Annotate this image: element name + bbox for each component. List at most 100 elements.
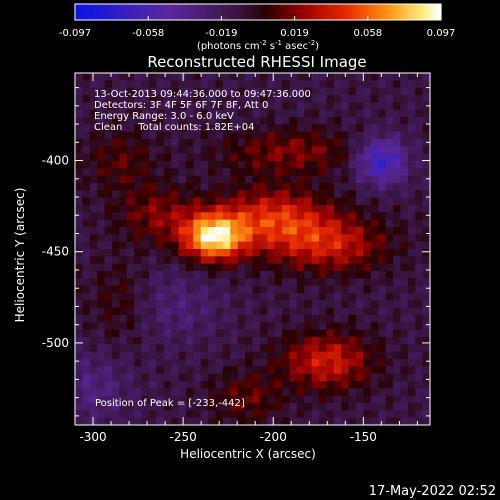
heatmap-cell	[400, 417, 409, 426]
heatmap-cell	[289, 263, 298, 272]
heatmap-cell	[215, 366, 224, 375]
heatmap-cell	[393, 322, 401, 331]
heatmap-cell	[208, 381, 217, 389]
heatmap-cell	[237, 190, 246, 199]
heatmap-cell	[148, 190, 157, 199]
heatmap-cell	[274, 417, 283, 426]
heatmap-cell	[393, 80, 401, 89]
heatmap-cell	[200, 395, 209, 404]
heatmap-cell	[393, 271, 401, 279]
heatmap-cell	[296, 337, 305, 345]
heatmap-cell	[385, 190, 394, 199]
heatmap-cell	[296, 190, 305, 199]
heatmap-cell	[237, 403, 246, 411]
heatmap-cell	[111, 183, 120, 191]
heatmap-cell	[319, 351, 327, 360]
heatmap-cell	[319, 388, 327, 397]
heatmap-cell	[141, 124, 150, 133]
heatmap-cell	[104, 329, 113, 338]
heatmap-cell	[400, 351, 409, 360]
heatmap-cell	[141, 373, 150, 382]
colorbar-segment	[139, 4, 143, 20]
heatmap-cell	[393, 219, 401, 228]
heatmap-cell	[82, 271, 91, 279]
heatmap-cell	[252, 219, 261, 228]
heatmap-cell	[267, 293, 276, 301]
heatmap-cell	[370, 307, 379, 316]
heatmap-cell	[363, 212, 372, 221]
heatmap-cell	[304, 373, 313, 382]
heatmap-cell	[104, 381, 113, 389]
heatmap-cell	[282, 285, 290, 294]
heatmap-cell	[119, 403, 128, 411]
heatmap-cell	[415, 366, 424, 375]
heatmap-cell	[326, 388, 335, 397]
heatmap-cell	[97, 139, 106, 147]
heatmap-cell	[422, 249, 431, 257]
heatmap-cell	[319, 256, 327, 265]
heatmap-cell	[348, 263, 357, 272]
heatmap-cell	[385, 80, 394, 89]
heatmap-cell	[333, 102, 342, 111]
heatmap-cell	[82, 80, 91, 89]
heatmap-cell	[407, 271, 416, 279]
heatmap-cell	[89, 80, 98, 89]
heatmap-cell	[156, 322, 165, 331]
heatmap-cell	[119, 351, 128, 360]
heatmap-cell	[304, 351, 313, 360]
heatmap-cell	[407, 256, 416, 265]
heatmap-cell	[415, 256, 424, 265]
heatmap-cell	[75, 153, 83, 162]
heatmap-cell	[267, 373, 276, 382]
x-tick-label: -250	[170, 430, 197, 444]
heatmap-cell	[230, 359, 239, 367]
heatmap-cell	[400, 190, 409, 199]
heatmap-cell	[89, 388, 98, 397]
heatmap-cell	[400, 373, 409, 382]
heatmap-cell	[296, 212, 305, 221]
heatmap-cell	[385, 410, 394, 419]
colorbar-segment	[102, 4, 107, 20]
heatmap-cell	[237, 197, 246, 206]
heatmap-cell	[378, 124, 387, 133]
heatmap-cell	[304, 117, 313, 125]
heatmap-cell	[185, 300, 194, 309]
heatmap-cell	[378, 241, 387, 250]
heatmap-cell	[326, 337, 335, 345]
heatmap-cell	[356, 131, 364, 140]
heatmap-cell	[82, 117, 91, 125]
heatmap-cell	[370, 337, 379, 345]
heatmap-cell	[111, 381, 120, 389]
heatmap-cell	[393, 109, 401, 118]
heatmap-cell	[178, 212, 187, 221]
heatmap-cell	[230, 205, 239, 213]
heatmap-cell	[326, 373, 335, 382]
heatmap-cell	[319, 95, 327, 103]
heatmap-cell	[237, 417, 246, 426]
heatmap-cell	[400, 263, 409, 272]
heatmap-cell	[333, 256, 342, 265]
heatmap-cell	[178, 366, 187, 375]
heatmap-cell	[75, 395, 83, 404]
heatmap-cell	[259, 80, 268, 89]
heatmap-cell	[171, 403, 180, 411]
heatmap-cell	[215, 373, 224, 382]
heatmap-cell	[126, 175, 135, 184]
heatmap-cell	[341, 161, 350, 169]
heatmap-cell	[178, 359, 187, 367]
heatmap-cell	[304, 293, 313, 301]
heatmap-cell	[267, 161, 276, 169]
heatmap-cell	[222, 80, 231, 89]
heatmap-image	[75, 73, 431, 426]
heatmap-cell	[274, 241, 283, 250]
heatmap-cell	[341, 351, 350, 360]
heatmap-cell	[193, 161, 202, 169]
heatmap-cell	[415, 278, 424, 287]
heatmap-cell	[200, 359, 209, 367]
heatmap-cell	[282, 146, 290, 155]
heatmap-cell	[82, 263, 91, 272]
heatmap-cell	[319, 109, 327, 118]
heatmap-cell	[134, 256, 143, 265]
heatmap-cell	[370, 168, 379, 177]
heatmap-cell	[304, 73, 313, 81]
